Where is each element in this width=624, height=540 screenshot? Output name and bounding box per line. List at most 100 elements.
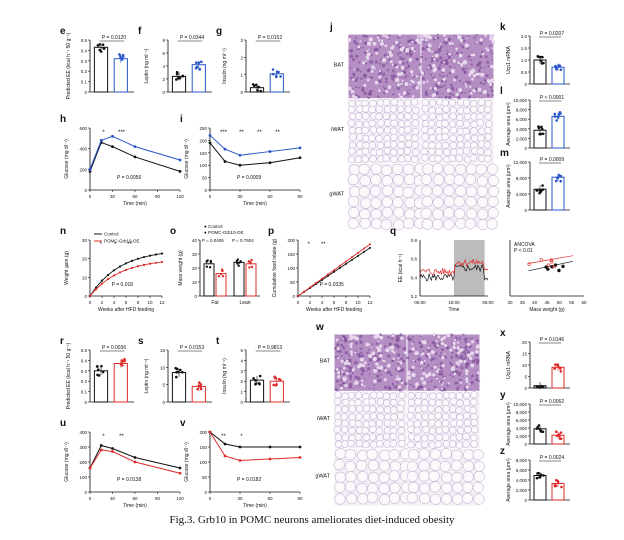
adipocyte	[413, 426, 421, 434]
adipocyte	[383, 406, 391, 414]
series-point	[99, 139, 103, 142]
data-point	[541, 188, 545, 191]
nucleus	[466, 350, 471, 354]
lipid-droplet	[336, 347, 340, 351]
adipocyte	[384, 413, 392, 421]
y-tick-label: 0.5	[81, 348, 88, 353]
y-axis-label: Predicted EE (kcal h⁻¹ 50 g⁻¹)	[66, 342, 72, 409]
lipid-droplet	[367, 48, 370, 51]
adipocyte	[442, 440, 451, 448]
adipocyte	[389, 432, 397, 440]
adipocyte	[439, 460, 451, 472]
lipid-droplet	[485, 47, 488, 50]
nucleus	[370, 334, 372, 337]
adipocyte	[451, 471, 463, 484]
y-tick-label: 20	[192, 266, 198, 271]
y-tick-label: 100	[199, 460, 207, 465]
y-tick-label: 10,000	[513, 402, 527, 407]
nucleus	[438, 372, 441, 376]
nucleus	[370, 76, 374, 79]
nucleus	[464, 337, 468, 341]
adipocyte	[397, 426, 405, 435]
adipocyte	[441, 141, 449, 149]
nucleus	[436, 58, 440, 62]
adipocyte	[357, 450, 369, 462]
lipid-droplet	[363, 361, 367, 365]
nucleus	[454, 370, 458, 373]
series-point	[130, 266, 134, 269]
lipid-droplet	[430, 350, 435, 355]
nucleus	[453, 89, 455, 91]
nucleus	[444, 61, 448, 65]
lipid-droplet	[435, 370, 439, 373]
nucleus	[363, 378, 366, 380]
adipocyte	[369, 405, 377, 413]
adipocyte	[340, 413, 348, 421]
lipid-droplet	[378, 39, 381, 42]
nucleus	[377, 95, 380, 98]
scatter-point	[549, 260, 554, 264]
lipid-droplet	[342, 338, 344, 340]
data-point	[175, 70, 179, 74]
lipid-droplet	[365, 50, 368, 53]
adipocyte	[463, 419, 472, 427]
lipid-droplet	[478, 72, 481, 76]
p-value: P = 0.0036	[102, 345, 126, 351]
series-point	[112, 269, 116, 272]
nucleus	[430, 367, 434, 370]
nucleus	[455, 51, 459, 55]
adipocyte	[369, 433, 377, 441]
panel-letter: w	[315, 322, 324, 333]
nucleus	[413, 75, 416, 78]
lipid-droplet	[337, 375, 341, 379]
y-axis-label: Mass weight (g)	[178, 250, 184, 286]
nucleus	[419, 72, 422, 76]
nucleus	[384, 77, 388, 81]
nucleus	[376, 374, 380, 378]
adipocyte	[470, 418, 478, 427]
nucleus	[440, 85, 443, 89]
nucleus	[425, 366, 428, 369]
data-point	[199, 387, 203, 391]
nucleus	[379, 80, 383, 83]
adipocyte	[449, 412, 457, 420]
nucleus	[405, 46, 408, 49]
x-tick-label: 120	[176, 194, 184, 199]
adipocyte	[413, 434, 422, 442]
nucleus	[450, 363, 453, 366]
adipocyte	[477, 134, 485, 142]
nucleus	[455, 365, 459, 369]
nucleus	[464, 348, 468, 352]
series-point	[154, 253, 158, 256]
adipocyte	[421, 99, 429, 107]
series-point	[238, 153, 242, 157]
lipid-droplet	[411, 342, 414, 345]
panel-letter: z	[500, 446, 505, 457]
adipocyte	[462, 460, 475, 472]
lipid-droplet	[434, 53, 439, 58]
data-point	[537, 55, 540, 59]
nucleus	[388, 38, 390, 41]
adipocyte	[369, 425, 377, 433]
lipid-droplet	[415, 86, 420, 90]
series-point	[130, 259, 134, 262]
series-point	[321, 277, 323, 280]
data-point	[252, 84, 256, 88]
adipocyte	[420, 113, 428, 121]
lipid-droplet	[468, 383, 471, 385]
lipid-droplet	[400, 381, 404, 385]
adipocyte	[357, 493, 369, 505]
series-point	[133, 456, 137, 459]
adipocyte	[358, 186, 370, 198]
adipocyte	[464, 173, 476, 185]
adipocyte	[414, 398, 422, 406]
y-tick-label: 200	[199, 430, 207, 435]
lipid-droplet	[475, 344, 480, 349]
data-point	[259, 89, 263, 93]
adipocyte	[428, 419, 436, 427]
y-tick-label: 0.1	[81, 390, 88, 395]
adipocyte	[450, 459, 462, 471]
lipid-droplet	[446, 333, 451, 338]
lipid-droplet	[458, 359, 463, 364]
y-tick-label: 0.2	[81, 69, 88, 74]
